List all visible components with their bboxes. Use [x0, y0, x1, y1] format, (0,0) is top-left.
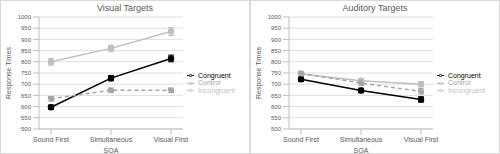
svg-text:Visual First: Visual First — [404, 136, 439, 143]
html-text:Control: Control — [198, 79, 221, 87]
svg-text:550: 550 — [271, 115, 282, 121]
svg-text:600: 600 — [21, 104, 32, 110]
svg-text:600: 600 — [271, 104, 282, 110]
svg-text:900: 900 — [271, 37, 282, 43]
svg-text:1000: 1000 — [268, 14, 282, 20]
svg-text:Visual First: Visual First — [154, 136, 189, 143]
html-text:Incongruent: Incongruent — [448, 86, 485, 94]
html-text:Control: Control — [448, 79, 471, 87]
svg-text:700: 700 — [21, 81, 32, 87]
svg-text:SOA: SOA — [354, 147, 369, 153]
svg-text:900: 900 — [21, 37, 32, 43]
html-text:Incongruent: Incongruent — [198, 86, 235, 94]
svg-text:500: 500 — [271, 126, 282, 132]
svg-text:750: 750 — [21, 70, 32, 76]
svg-text:850: 850 — [271, 48, 282, 54]
svg-text:Sound First: Sound First — [283, 136, 319, 143]
svg-text:1000: 1000 — [18, 14, 32, 20]
svg-text:Sound First: Sound First — [33, 136, 69, 143]
svg-text:750: 750 — [271, 70, 282, 76]
svg-text:800: 800 — [271, 59, 282, 65]
svg-text:SOA: SOA — [104, 147, 119, 153]
svg-text:800: 800 — [21, 59, 32, 65]
svg-text:Simultaneous: Simultaneous — [340, 136, 383, 143]
svg-text:500: 500 — [21, 126, 32, 132]
html-text:Congruent: Congruent — [198, 71, 231, 79]
svg-text:950: 950 — [21, 25, 32, 31]
svg-text:650: 650 — [271, 93, 282, 99]
svg-text:Response Times: Response Times — [8, 46, 13, 99]
html-text:Congruent: Congruent — [448, 71, 481, 79]
svg-text:950: 950 — [271, 25, 282, 31]
svg-text:550: 550 — [21, 115, 32, 121]
svg-text:850: 850 — [21, 48, 32, 54]
svg-text:700: 700 — [271, 81, 282, 87]
html-text:Visual Targets: Visual Targets — [96, 3, 154, 13]
svg-text:Simultaneous: Simultaneous — [90, 136, 133, 143]
svg-text:650: 650 — [21, 93, 32, 99]
svg-text:Response Times: Response Times — [255, 46, 263, 99]
html-text:Auditory Targets: Auditory Targets — [342, 3, 408, 13]
